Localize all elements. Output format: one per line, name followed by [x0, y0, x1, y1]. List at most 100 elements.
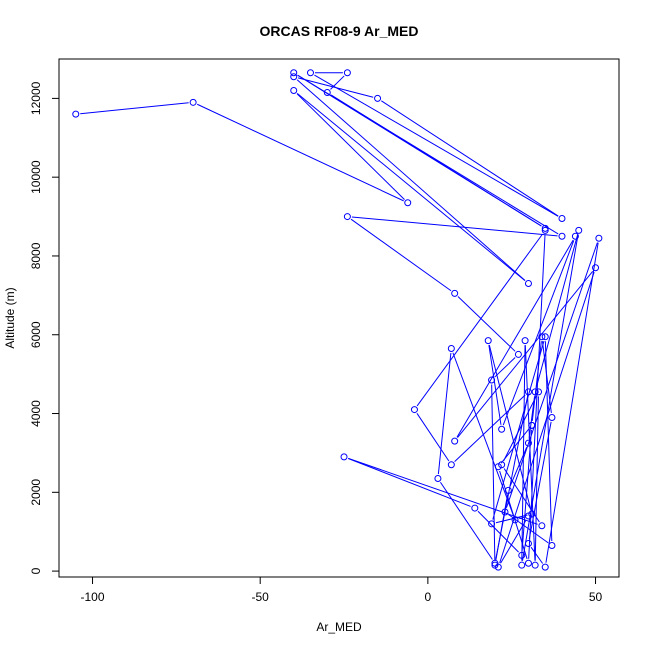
series-line-segment — [530, 546, 544, 564]
data-point — [488, 376, 496, 384]
data-point — [538, 333, 546, 341]
series-line-segment — [535, 234, 579, 388]
series-line-segment — [534, 396, 539, 561]
data-point — [531, 561, 539, 569]
x-tick-label: 50 — [589, 590, 603, 604]
y-tick-label: 12000 — [29, 81, 43, 115]
data-point — [592, 264, 600, 272]
data-point — [518, 561, 526, 569]
data-point — [535, 388, 543, 396]
data-point — [306, 69, 314, 77]
data-point — [524, 388, 532, 396]
data-point — [343, 213, 351, 221]
data-point — [491, 559, 499, 567]
data-point — [451, 289, 459, 297]
series-line-segment — [477, 510, 519, 553]
y-tick-label: 10000 — [29, 160, 43, 194]
series-line-segment — [503, 395, 537, 461]
series-line-segment — [296, 93, 405, 200]
data-point — [447, 461, 455, 469]
series-line-segment — [488, 345, 502, 425]
y-tick-label: 8000 — [29, 242, 43, 269]
data-point — [514, 350, 522, 358]
data-point — [491, 561, 499, 569]
data-point — [524, 280, 532, 288]
data-point — [447, 345, 455, 353]
series-line-segment — [495, 396, 529, 559]
data-point — [498, 461, 506, 469]
series-line-segment — [296, 79, 526, 281]
x-axis: -100 -50 0 50 — [81, 576, 603, 604]
data-point — [524, 512, 532, 520]
y-tick-label: 0 — [29, 567, 43, 574]
data-point — [558, 215, 566, 223]
data-point — [541, 563, 549, 571]
data-point — [343, 69, 351, 77]
data-point — [434, 475, 442, 483]
series-line-segment — [80, 102, 189, 115]
series-line-segment — [494, 357, 516, 378]
series-line-segment — [314, 74, 559, 217]
x-tick-label: 0 — [425, 590, 432, 604]
series-line-segment — [456, 239, 574, 438]
data-point — [548, 413, 556, 421]
series-line-segment — [528, 234, 546, 559]
series-line-segment — [348, 458, 471, 507]
data-point — [189, 98, 197, 106]
data-point — [471, 504, 479, 512]
series-line-segment — [196, 103, 404, 202]
data-point — [340, 453, 348, 461]
series-line-segment — [350, 218, 452, 292]
data-point — [501, 508, 509, 516]
data-point — [524, 559, 532, 567]
series-line-segment — [502, 240, 575, 426]
data-point — [410, 406, 418, 414]
data-point — [404, 199, 412, 207]
series-line-segment — [521, 429, 532, 551]
data-point — [488, 520, 496, 528]
data-point — [575, 226, 583, 234]
data-point — [548, 541, 556, 549]
data-point — [290, 87, 298, 95]
series-line-segment — [500, 428, 530, 464]
series-line-segment — [416, 413, 450, 462]
series-line-segment — [351, 216, 558, 237]
data-point — [290, 69, 298, 77]
series-line-segment — [528, 421, 552, 540]
data-point — [538, 522, 546, 530]
x-tick-label: -100 — [81, 590, 105, 604]
data-point — [528, 421, 536, 429]
series-line-segment — [297, 74, 559, 235]
data-point — [498, 425, 506, 433]
series-line-segment — [544, 341, 553, 542]
y-axis-label: Altitude (m) — [3, 287, 17, 348]
series-line-segment — [416, 233, 543, 407]
data-point — [541, 226, 549, 234]
series-line-segment — [492, 340, 545, 520]
series-line-segment — [505, 242, 598, 508]
y-axis: 0 2000 4000 6000 8000 10000 12000 — [29, 81, 60, 574]
data-point — [541, 333, 549, 341]
series-line-segment — [348, 457, 538, 525]
data-point — [528, 510, 536, 518]
x-axis-label: Ar_MED — [316, 620, 362, 634]
data-point — [518, 551, 526, 559]
series-line-segment — [457, 270, 594, 438]
series-line-segment — [500, 519, 527, 564]
data-point — [511, 516, 519, 524]
series-line-segment — [440, 481, 493, 560]
data-point — [504, 486, 512, 494]
y-tick-label: 6000 — [29, 321, 43, 348]
series-line-segment — [296, 92, 526, 282]
data-point — [531, 388, 539, 396]
series-group — [72, 69, 603, 571]
y-tick-label: 4000 — [29, 400, 43, 427]
series-line-segment — [499, 470, 528, 560]
data-point — [494, 463, 502, 471]
chart-title: ORCAS RF08-9 Ar_MED — [260, 23, 419, 39]
data-point — [484, 337, 492, 345]
series-line-segment — [545, 242, 599, 563]
data-point — [541, 224, 549, 232]
data-point — [323, 88, 331, 96]
data-point — [290, 73, 298, 81]
